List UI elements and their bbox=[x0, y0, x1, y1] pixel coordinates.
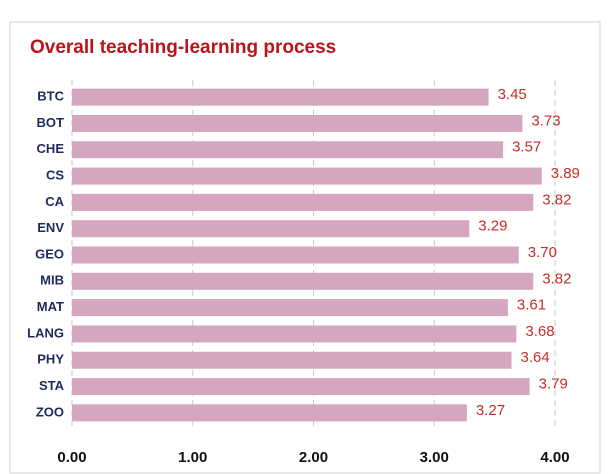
bar bbox=[72, 220, 470, 238]
bar bbox=[72, 404, 467, 422]
y-tick-label: MIB bbox=[40, 273, 64, 288]
value-label: 3.61 bbox=[517, 297, 546, 314]
bar bbox=[72, 299, 508, 317]
y-tick-label: STA bbox=[39, 378, 65, 393]
chart-title: Overall teaching-learning process bbox=[30, 37, 336, 58]
y-tick-label: BOT bbox=[37, 115, 65, 130]
x-tick-label: 2.00 bbox=[299, 449, 328, 466]
y-tick-label: ZOO bbox=[36, 404, 64, 419]
bar bbox=[72, 325, 517, 343]
bar bbox=[72, 167, 542, 185]
y-tick-label: GEO bbox=[35, 246, 64, 261]
y-tick-label: PHY bbox=[37, 352, 64, 367]
y-tick-label: ENV bbox=[37, 220, 64, 235]
value-label: 3.73 bbox=[531, 112, 560, 129]
bar bbox=[72, 193, 534, 211]
y-tick-label: CA bbox=[45, 194, 64, 209]
value-label: 3.29 bbox=[478, 218, 507, 235]
bar bbox=[72, 378, 530, 396]
bar bbox=[72, 114, 523, 132]
value-label: 3.70 bbox=[528, 244, 557, 261]
x-tick-label: 1.00 bbox=[178, 449, 207, 466]
value-label: 3.79 bbox=[539, 376, 568, 393]
value-label: 3.57 bbox=[512, 139, 541, 156]
bar bbox=[72, 272, 534, 290]
y-tick-label: CHE bbox=[37, 141, 65, 156]
x-tick-label: 0.00 bbox=[57, 449, 86, 466]
bar bbox=[72, 351, 512, 369]
y-tick-label: LANG bbox=[27, 325, 64, 340]
plot: 0.00 1.00 2.00 3.00 4.00 BTC 3.45 BOT 3.73 CHE 3.5… bbox=[27, 86, 580, 466]
value-label: 3.82 bbox=[542, 191, 571, 208]
value-label: 3.68 bbox=[525, 323, 554, 340]
x-tick-label: 4.00 bbox=[540, 449, 569, 466]
y-tick-label: CS bbox=[46, 168, 64, 183]
value-label: 3.64 bbox=[521, 349, 550, 366]
value-label: 3.27 bbox=[476, 402, 505, 419]
y-tick-label: MAT bbox=[37, 299, 64, 314]
bar bbox=[72, 141, 504, 159]
value-label: 3.82 bbox=[542, 270, 571, 287]
x-tick-label: 3.00 bbox=[420, 449, 449, 466]
y-tick-label: BTC bbox=[37, 89, 64, 104]
bar bbox=[72, 246, 519, 264]
bar bbox=[72, 88, 489, 106]
value-label: 3.89 bbox=[551, 165, 580, 182]
value-label: 3.45 bbox=[498, 86, 527, 103]
